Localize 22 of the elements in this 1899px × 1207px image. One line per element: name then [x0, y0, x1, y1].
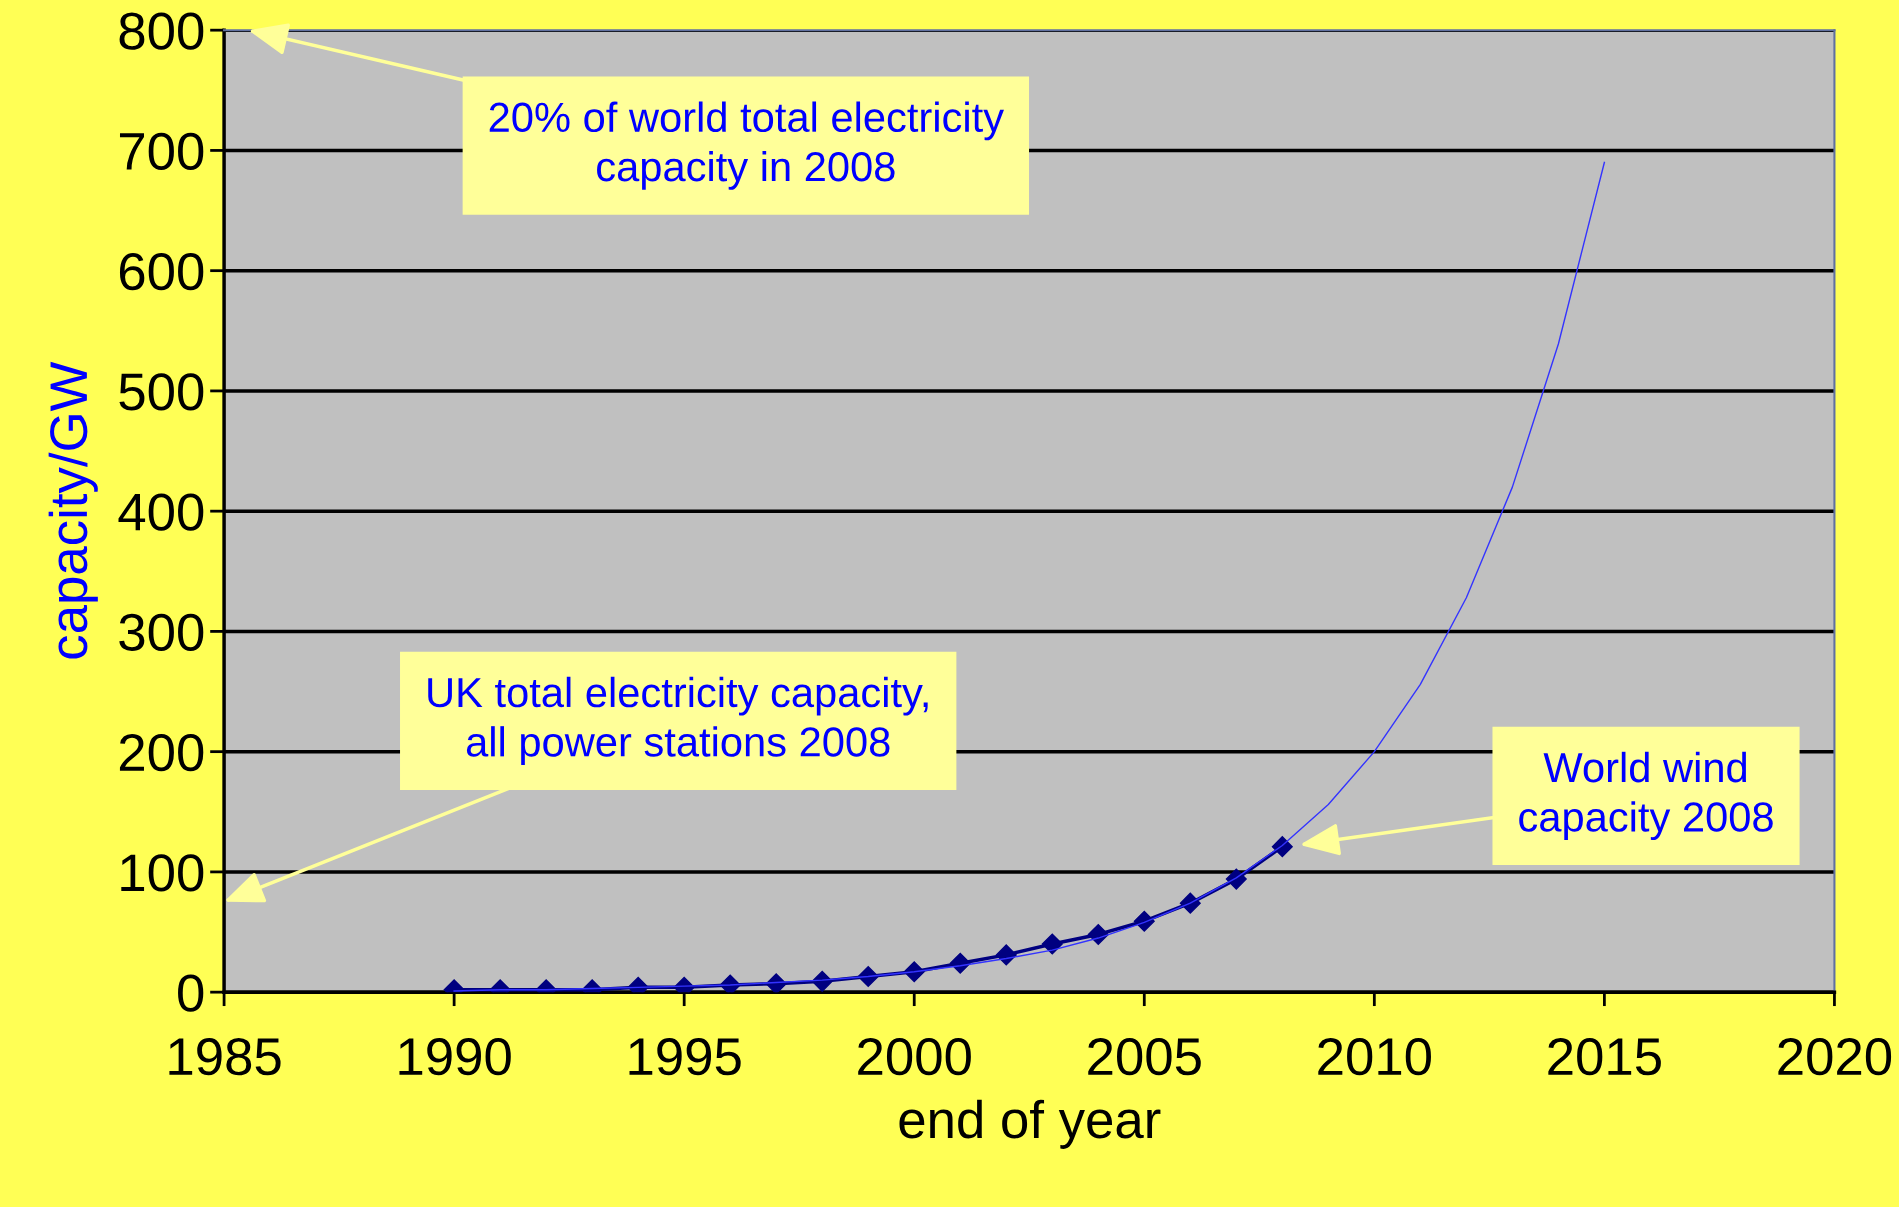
annotation: World wind capacity 2008: [1519, 751, 1773, 841]
x-tick-label: 2000: [858, 1037, 971, 1076]
y-tick-label: 400: [118, 493, 204, 531]
x-tick-label: 2020: [1778, 1037, 1892, 1076]
y-tick-label: 500: [119, 373, 204, 411]
x-tick-label: 1985: [169, 1037, 281, 1076]
x-tick-label: 2015: [1548, 1037, 1661, 1076]
y-tick-label: 200: [119, 733, 204, 772]
y-tick-label: 0: [178, 974, 204, 1012]
x-tick-label: 1990: [399, 1037, 511, 1076]
x-axis-title: end of year: [899, 1099, 1161, 1149]
x-tick-label: 2005: [1088, 1037, 1201, 1076]
annotation: 20% of world total electricity capacity in 2008: [489, 101, 1004, 190]
x-tick-label: 2010: [1318, 1037, 1431, 1076]
y-tick-label: 800: [119, 12, 204, 50]
y-tick-label: 600: [119, 252, 204, 291]
x-tick-label: 1995: [629, 1037, 741, 1076]
y-tick-label: 100: [121, 854, 204, 892]
y-axis-title: capacity/GW: [48, 361, 98, 659]
y-tick-label: 700: [119, 132, 204, 171]
annotation: UK total electricity capacity, all power stations 2008: [428, 676, 928, 765]
y-tick-label: 300: [119, 613, 204, 652]
